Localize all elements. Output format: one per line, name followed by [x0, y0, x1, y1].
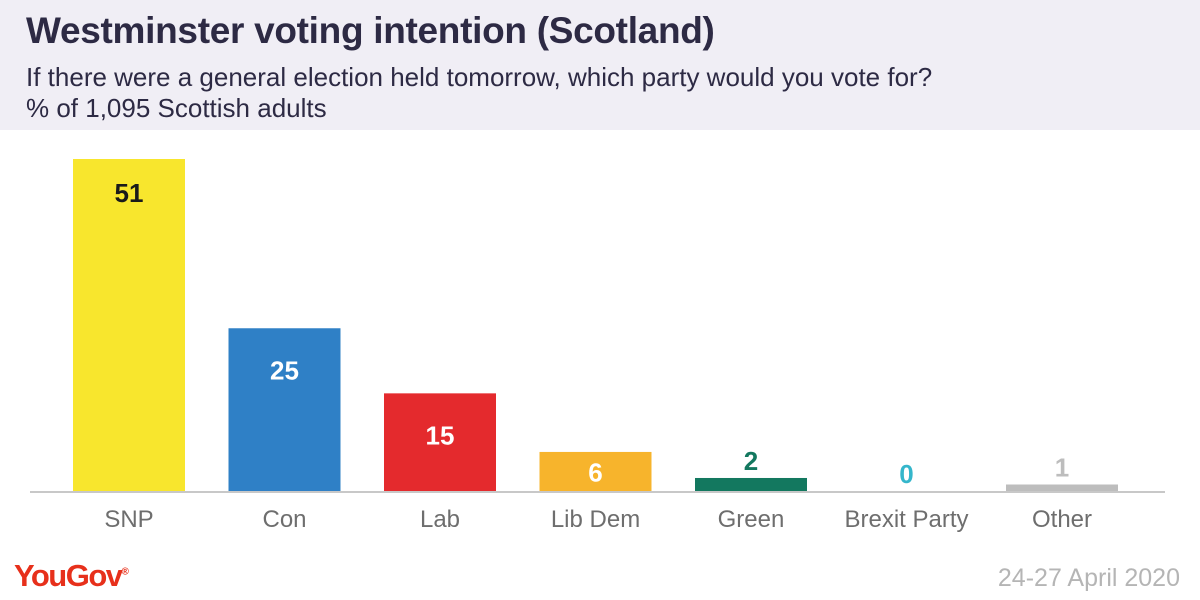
registered-mark: ®	[121, 566, 129, 578]
sample-note: % of 1,095 Scottish adults	[26, 93, 327, 123]
category-label-brexit-party: Brexit Party	[844, 506, 968, 533]
bar-green	[695, 477, 807, 491]
category-label-lib-dem: Lib Dem	[551, 506, 640, 533]
category-label-lab: Lab	[420, 506, 460, 533]
value-label-con: 25	[270, 355, 299, 385]
bar-chart: 51 SNP 25 Con 15 Lab 6 Lib Dem 2 Green 0 Brexit Par…	[30, 159, 1165, 533]
value-label-brexit-party: 0	[899, 459, 913, 489]
category-label-snp: SNP	[104, 506, 153, 533]
category-label-green: Green	[718, 506, 785, 533]
yougov-logo: YouGov®	[14, 558, 129, 594]
logo-text: YouGov	[14, 558, 123, 593]
chart-subtitle: If there were a general election held to…	[26, 62, 933, 92]
bar-other	[1006, 484, 1118, 491]
bar-lab	[384, 393, 496, 491]
header-band: Westminster voting intention (Scotland) …	[0, 0, 1200, 130]
value-label-lab: 15	[426, 420, 455, 450]
category-label-con: Con	[262, 506, 306, 533]
value-label-snp: 51	[115, 178, 144, 208]
fieldwork-date: 24-27 April 2020	[997, 564, 1180, 592]
bar-con	[228, 328, 341, 491]
bar-snp	[73, 159, 185, 491]
category-label-other: Other	[1032, 506, 1092, 533]
chart-title: Westminster voting intention (Scotland)	[26, 10, 715, 51]
value-label-green: 2	[744, 446, 758, 476]
bar-lib-dem	[539, 451, 652, 491]
value-label-other: 1	[1055, 452, 1069, 482]
value-label-lib-dem: 6	[588, 457, 602, 487]
